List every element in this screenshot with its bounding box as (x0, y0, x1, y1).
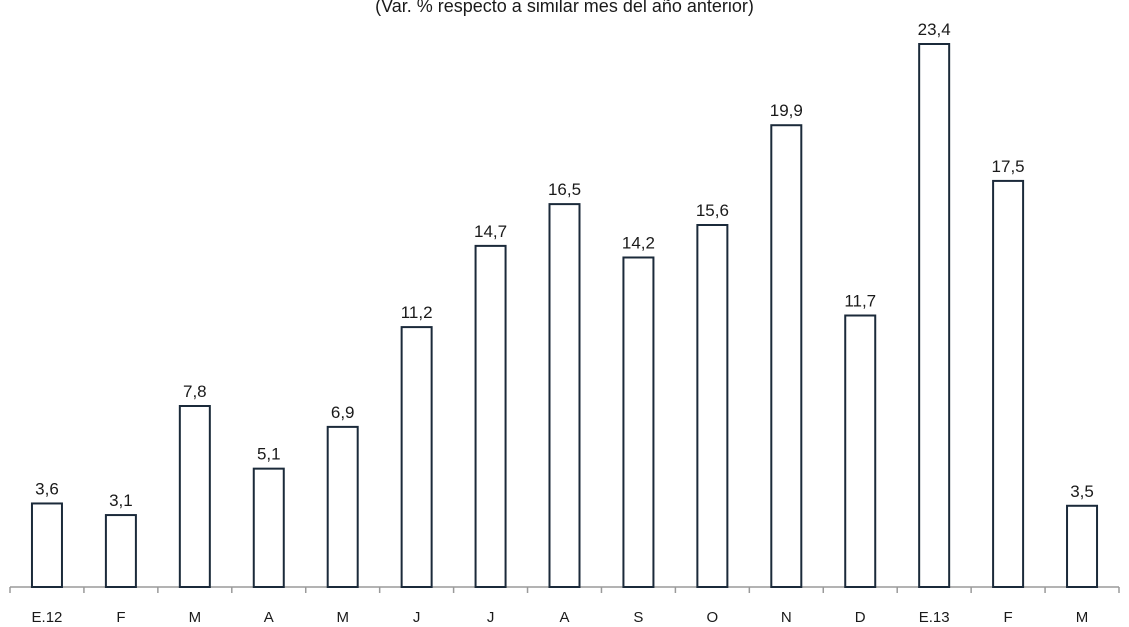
bar (326, 425, 359, 588)
data-label: 19,9 (770, 101, 803, 120)
bar (1066, 504, 1099, 588)
bar (622, 256, 655, 588)
data-label: 6,9 (331, 403, 355, 422)
bar (770, 124, 803, 588)
data-label: 3,5 (1070, 482, 1094, 501)
x-tick-label: O (707, 609, 719, 626)
data-label: 11,7 (844, 292, 876, 311)
bar (918, 43, 951, 588)
x-tick-label: F (1004, 609, 1013, 626)
x-tick-label: M (336, 609, 349, 626)
x-tick-label: M (189, 609, 202, 626)
data-label: 23,4 (918, 20, 951, 39)
x-tick-label: S (633, 609, 643, 626)
x-tick-label: A (559, 609, 569, 626)
bar (178, 405, 211, 588)
data-label: 3,6 (35, 479, 59, 498)
bar (992, 179, 1025, 589)
chart-subtitle: (Var. % respecto a similar mes del año a… (375, 0, 754, 16)
x-tick-label: E.12 (32, 609, 63, 626)
x-tick-label: M (1076, 609, 1089, 626)
x-tick-label: J (487, 609, 495, 626)
data-label: 7,8 (183, 382, 207, 401)
bar (30, 502, 63, 589)
data-label: 11,2 (401, 303, 433, 322)
data-label: 16,5 (548, 180, 581, 199)
bar (696, 224, 729, 588)
data-label: 17,5 (992, 157, 1025, 176)
data-label: 14,2 (622, 233, 655, 252)
data-label: 5,1 (257, 445, 281, 464)
bar (474, 244, 507, 588)
x-tick-label: A (264, 609, 274, 626)
x-tick-label: N (781, 609, 792, 626)
bar (400, 326, 433, 588)
bar (104, 514, 137, 588)
data-label: 15,6 (696, 201, 729, 220)
x-tick-label: E.13 (919, 609, 950, 626)
bar (252, 467, 285, 588)
bar (548, 203, 581, 588)
bar (844, 314, 877, 588)
x-tick-label: D (855, 609, 866, 626)
x-tick-label: F (116, 609, 125, 626)
data-label: 14,7 (474, 222, 507, 241)
x-tick-label: J (413, 609, 421, 626)
data-label: 3,1 (109, 491, 133, 510)
